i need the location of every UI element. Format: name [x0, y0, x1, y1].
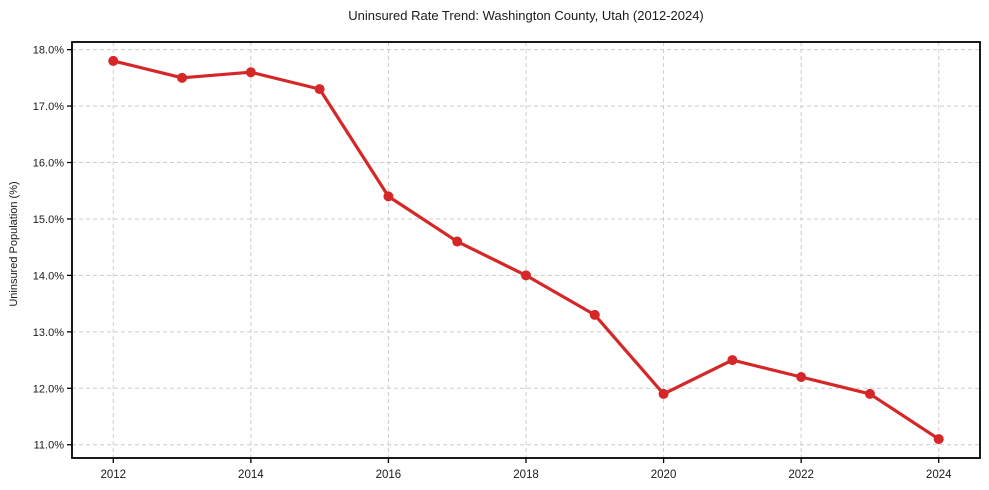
data-point-marker [521, 270, 531, 281]
trend-line [111, 59, 941, 441]
y-tick-label: 14.0% [33, 270, 64, 282]
data-point-marker [452, 236, 463, 247]
y-tick-label: 15.0% [33, 214, 64, 226]
data-point-marker [314, 84, 325, 95]
y-tick-label: 13.0% [33, 327, 64, 339]
x-tick-label: 2018 [513, 469, 539, 481]
y-tick-label: 17.0% [33, 101, 64, 113]
data-point-marker [727, 355, 738, 366]
y-tick-label: 16.0% [33, 158, 64, 170]
x-tick-label: 2024 [926, 469, 952, 481]
x-tick-label: 2022 [788, 469, 814, 481]
data-point-marker [658, 388, 669, 399]
data-point-marker [589, 309, 600, 320]
data-point-marker [245, 67, 256, 78]
x-tick-label: 2020 [651, 469, 677, 481]
data-point-marker [108, 55, 119, 66]
y-tick-label: 12.0% [33, 383, 64, 395]
chart-title: Uninsured Rate Trend: Washington County,… [348, 8, 704, 23]
y-tick-label: 18.0% [33, 45, 64, 57]
y-tick-label: 11.0% [34, 440, 65, 452]
data-point-marker [933, 434, 944, 445]
data-point-marker [177, 72, 188, 83]
data-point-marker [864, 388, 875, 399]
x-tick-label: 2014 [238, 469, 264, 481]
data-point-marker [796, 372, 807, 383]
data-point-marker [383, 191, 394, 202]
x-tick-label: 2012 [100, 469, 126, 481]
x-tick-label: 2016 [376, 469, 402, 481]
